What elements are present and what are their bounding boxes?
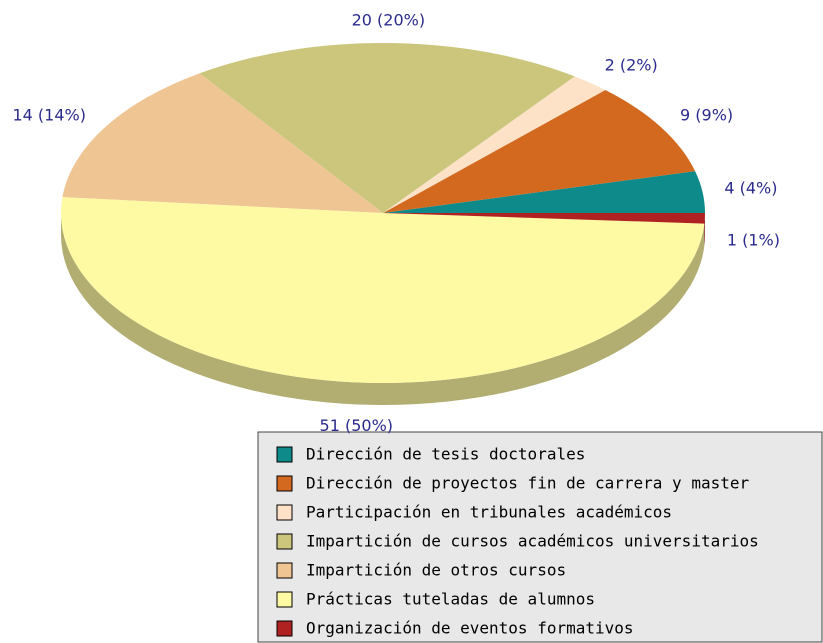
slice-side <box>704 213 705 246</box>
data-label: 14 (14%) <box>12 106 86 125</box>
slice <box>199 42 575 213</box>
data-label: 20 (20%) <box>352 11 426 30</box>
slice <box>383 213 705 224</box>
legend-swatch <box>276 620 293 637</box>
slice <box>383 76 606 213</box>
data-label: 4 (4%) <box>724 179 777 198</box>
legend-swatch <box>276 591 293 608</box>
legend-label: Dirección de proyectos fin de carrera y … <box>306 474 749 493</box>
legend-box <box>257 431 823 643</box>
legend-swatch <box>276 533 293 550</box>
data-label: 51 (50%) <box>320 416 394 435</box>
data-label: 1 (1%) <box>727 230 780 249</box>
legend-label: Organización de eventos formativos <box>306 619 634 638</box>
legend-swatch <box>276 562 293 579</box>
legend-label: Dirección de tesis doctorales <box>306 445 585 464</box>
legend-swatch <box>276 504 293 521</box>
legend-swatch <box>276 475 293 492</box>
slice <box>383 171 705 213</box>
data-label: 2 (2%) <box>605 56 658 75</box>
legend-label: Participación en tribunales académicos <box>306 503 672 522</box>
legend-label: Impartición de cursos académicos univers… <box>306 532 759 551</box>
data-label: 9 (9%) <box>680 106 733 125</box>
legend-label: Impartición de otros cursos <box>306 561 566 580</box>
slice <box>62 73 383 213</box>
legend-swatch <box>276 446 293 463</box>
legend-label: Prácticas tuteladas de alumnos <box>306 590 595 609</box>
slice <box>383 90 696 213</box>
slice <box>61 197 705 383</box>
